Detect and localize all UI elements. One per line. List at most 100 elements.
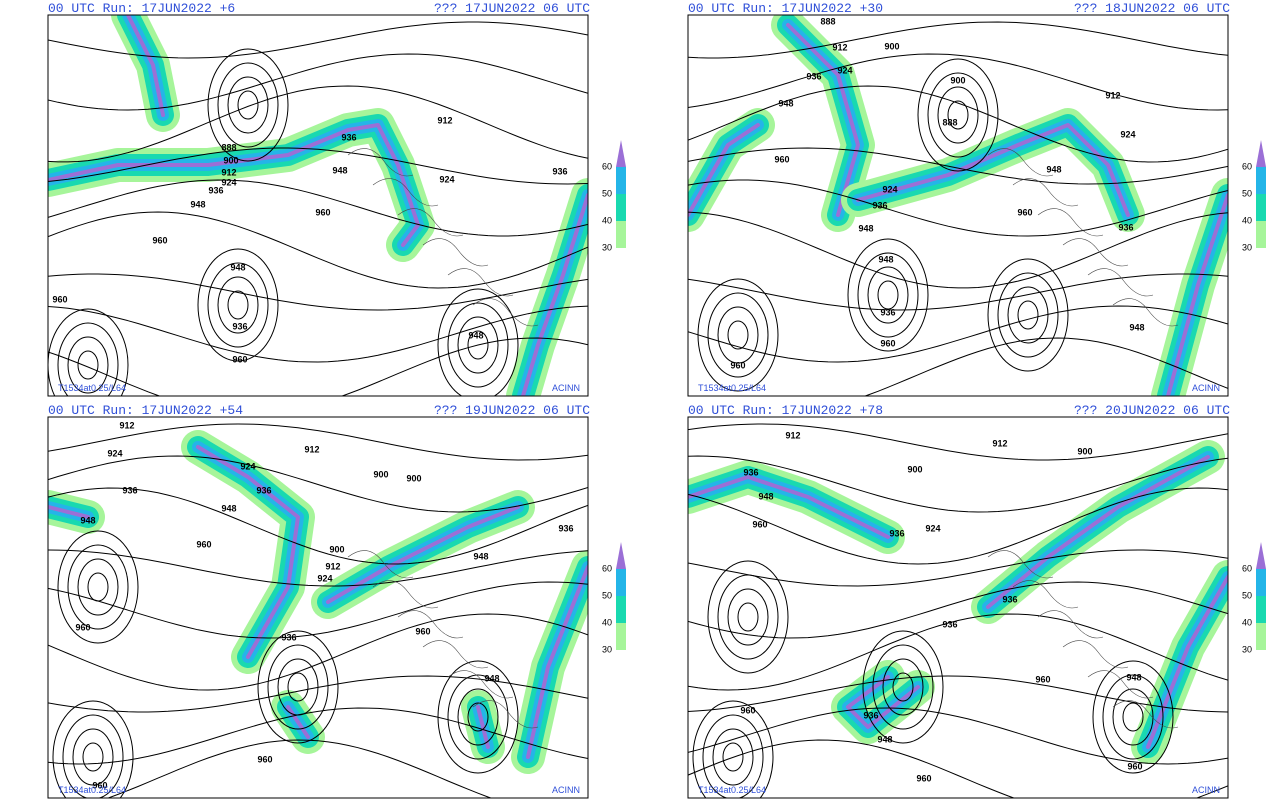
map-frame bbox=[687, 416, 1229, 799]
coastline bbox=[1112, 298, 1179, 327]
colorbar-label: 60 bbox=[602, 161, 612, 171]
map-frame bbox=[47, 14, 589, 397]
coastline bbox=[447, 268, 514, 297]
colorbar: 60 50 40 30 bbox=[602, 542, 626, 654]
contour-label: 948 bbox=[877, 734, 892, 744]
contour-label: 948 bbox=[221, 503, 236, 513]
colorbar: 60 50 40 30 bbox=[602, 140, 626, 252]
colorbar-arrow bbox=[1256, 542, 1266, 569]
contour-label: 936 bbox=[889, 528, 904, 538]
isohypse bbox=[207, 262, 269, 348]
colorbar-label: 50 bbox=[602, 590, 612, 600]
isohypse bbox=[867, 266, 909, 324]
isohypse bbox=[467, 702, 489, 732]
contour-label: 912 bbox=[325, 561, 340, 571]
isohypse bbox=[267, 644, 329, 730]
contour-label: 924 bbox=[439, 174, 454, 184]
contour-label: 900 bbox=[950, 75, 965, 85]
isohypse bbox=[447, 302, 509, 388]
isohypse bbox=[877, 280, 899, 310]
contour-label: 912 bbox=[832, 42, 847, 52]
footer-model: T1534at0.25/L64 bbox=[698, 383, 766, 393]
isohypse bbox=[927, 72, 989, 158]
isohypse bbox=[688, 305, 1228, 363]
contour-label: 936 bbox=[256, 485, 271, 495]
colorbar-box bbox=[1256, 167, 1266, 194]
contour-label: 936 bbox=[743, 467, 758, 477]
contour-label: 960 bbox=[916, 773, 931, 783]
contour-label: 900 bbox=[907, 464, 922, 474]
contour-label: 912 bbox=[785, 430, 800, 440]
footer-model: T1534at0.25/L64 bbox=[698, 785, 766, 795]
contour-label: 936 bbox=[122, 485, 137, 495]
isohypse bbox=[437, 288, 519, 396]
coastline bbox=[1012, 580, 1079, 609]
isohypse bbox=[217, 276, 259, 334]
isohypse bbox=[987, 258, 1069, 372]
jet-band bbox=[856, 123, 1130, 217]
map-area bbox=[688, 423, 1228, 798]
isohypse bbox=[62, 714, 124, 798]
isohypse bbox=[727, 320, 749, 350]
isohypse bbox=[917, 58, 999, 172]
isohypse bbox=[688, 739, 1228, 798]
isohypse bbox=[697, 278, 779, 392]
isohypse bbox=[688, 581, 1228, 639]
map-area bbox=[48, 423, 588, 798]
coastline bbox=[1087, 268, 1154, 297]
isohypse bbox=[688, 707, 1228, 765]
contour-label: 948 bbox=[468, 330, 483, 340]
isohypse bbox=[1102, 674, 1164, 760]
isohypse bbox=[688, 549, 1228, 587]
isohypse bbox=[48, 549, 588, 587]
isohypse bbox=[727, 588, 769, 646]
isohypse bbox=[457, 688, 499, 746]
isohypse bbox=[1112, 688, 1154, 746]
contour-label: 960 bbox=[92, 780, 107, 790]
isohypse bbox=[237, 90, 259, 120]
colorbar-label: 40 bbox=[602, 617, 612, 627]
colorbar-box bbox=[616, 167, 626, 194]
contour-label: 960 bbox=[1127, 761, 1142, 771]
isohypse bbox=[77, 558, 119, 616]
footer-source: ACINN bbox=[1192, 785, 1220, 795]
isohypse bbox=[1092, 660, 1174, 774]
contour-label: 924 bbox=[317, 573, 332, 583]
isohypse bbox=[48, 613, 588, 691]
jet-band bbox=[126, 15, 165, 117]
isohypse bbox=[48, 273, 588, 311]
jet-band bbox=[196, 445, 300, 659]
colorbar-box bbox=[616, 569, 626, 596]
isohypse bbox=[688, 211, 1228, 289]
header-run: 00 UTC Run: 17JUN2022 +54 bbox=[48, 403, 243, 418]
colorbar: 60 50 40 30 bbox=[1242, 140, 1266, 252]
contour-label: 948 bbox=[80, 515, 95, 525]
colorbar-box bbox=[1256, 596, 1266, 623]
contour-label: 936 bbox=[942, 619, 957, 629]
isohypse bbox=[57, 322, 119, 396]
map-panel: 888 912 900 924 936 948 900 888 912 924 960 924 936 9… bbox=[687, 1, 1230, 397]
isohypse bbox=[892, 672, 914, 702]
colorbar-box bbox=[1256, 569, 1266, 596]
contour-label: 948 bbox=[1046, 164, 1061, 174]
contour-label: 936 bbox=[208, 185, 223, 195]
isohypse bbox=[688, 273, 1228, 311]
contour-label: 948 bbox=[758, 491, 773, 501]
jet-band bbox=[286, 705, 310, 739]
contour-label: 900 bbox=[884, 41, 899, 51]
coastline bbox=[1062, 238, 1129, 267]
coastline bbox=[987, 550, 1054, 579]
isohypse bbox=[857, 252, 919, 338]
contour-label: 888 bbox=[820, 16, 835, 26]
coastline bbox=[372, 580, 439, 609]
colorbar-box bbox=[1256, 623, 1266, 650]
contour-label: 948 bbox=[332, 165, 347, 175]
isohypse bbox=[72, 728, 114, 786]
contour-label: 924 bbox=[221, 177, 236, 187]
contour-label: 936 bbox=[1002, 594, 1017, 604]
jet-band bbox=[326, 505, 520, 604]
coastline bbox=[447, 670, 514, 699]
isohypse bbox=[688, 675, 1228, 713]
contour-label: 936 bbox=[863, 710, 878, 720]
coastline bbox=[347, 148, 414, 177]
